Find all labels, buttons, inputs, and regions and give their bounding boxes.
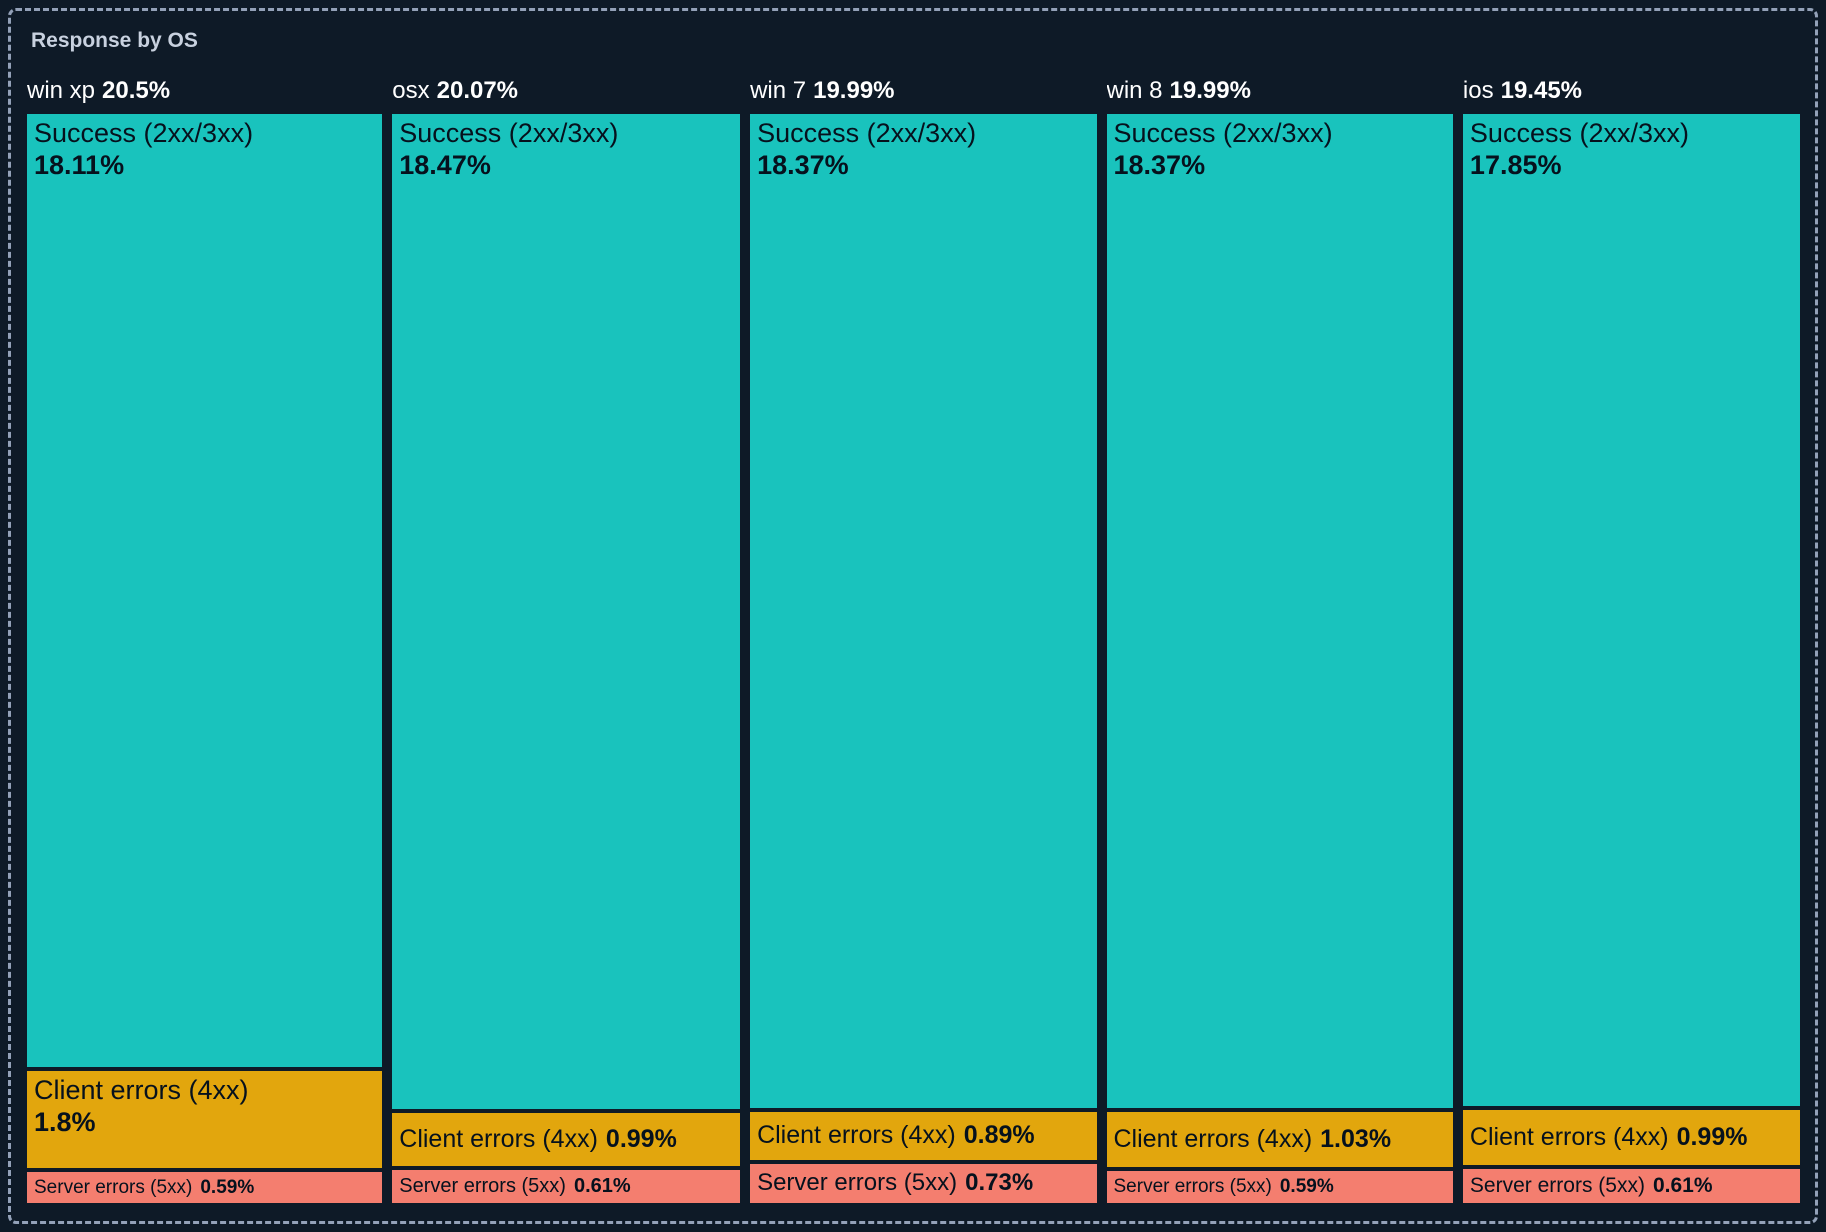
column-os-label: win 7 [750, 77, 807, 104]
column-os-value: 19.99% [1169, 77, 1251, 104]
column-tiles: Success (2xx/3xx) 17.85% Client errors (4x… [1462, 114, 1800, 1204]
column-header: osx 20.07% [392, 55, 740, 114]
tile-success[interactable]: Success (2xx/3xx) 17.85% [1462, 114, 1800, 1107]
tile-label: Success (2xx/3xx) [399, 118, 619, 148]
tile-label: Success (2xx/3xx) [1113, 118, 1333, 148]
tile-value: 1.03% [1320, 1124, 1392, 1153]
tile-client[interactable]: Client errors (4xx) 0.99% [392, 1113, 741, 1167]
column-os-value: 20.07% [436, 77, 519, 104]
tile-value: 18.37% [757, 150, 849, 181]
column-os-label: osx [392, 77, 430, 104]
tile-value: 18.37% [1113, 150, 1206, 181]
tile-client[interactable]: Client errors (4xx) 0.99% [1462, 1110, 1800, 1166]
tile-value: 17.85% [1469, 150, 1562, 181]
tile-value: 0.59% [200, 1176, 255, 1198]
tile-success[interactable]: Success (2xx/3xx) 18.37% [1106, 114, 1453, 1108]
column-os-value: 19.99% [813, 77, 895, 104]
tile-label: Success (2xx/3xx) [34, 118, 254, 148]
tile-label: Server errors (5xx) [399, 1175, 566, 1198]
tile-value: 0.59% [1279, 1176, 1334, 1198]
column-tiles: Success (2xx/3xx) 18.11% Client errors (4x… [27, 114, 383, 1203]
tile-client[interactable]: Client errors (4xx) 1.03% [1106, 1111, 1453, 1168]
treemap-column-win-8: win 8 19.99% Success (2xx/3xx) 18.37% Client… [1106, 55, 1453, 1203]
tile-label: Server errors (5xx) [1469, 1174, 1645, 1198]
tile-success[interactable]: Success (2xx/3xx) 18.47% [392, 114, 741, 1110]
tile-label: Server errors (5xx) [34, 1176, 193, 1198]
tile-label: Client errors (4xx) [1113, 1124, 1313, 1153]
treemap-column-win-7: win 7 19.99% Success (2xx/3xx) 18.37% Client… [750, 55, 1097, 1203]
tile-server[interactable]: Server errors (5xx) 0.59% [27, 1172, 383, 1203]
column-tiles: Success (2xx/3xx) 18.47% Client errors (4x… [392, 114, 741, 1203]
tile-success[interactable]: Success (2xx/3xx) 18.37% [750, 114, 1097, 1108]
tile-label: Client errors (4xx) [399, 1125, 598, 1154]
tile-value: 18.11% [34, 150, 125, 181]
tile-label: Server errors (5xx) [757, 1169, 958, 1197]
tile-value: 0.61% [573, 1175, 631, 1198]
tile-client[interactable]: Client errors (4xx) 0.89% [750, 1111, 1097, 1160]
tile-value: 0.73% [965, 1169, 1034, 1197]
tile-label: Success (2xx/3xx) [757, 118, 977, 148]
tile-server[interactable]: Server errors (5xx) 0.61% [392, 1170, 741, 1203]
tile-label: Success (2xx/3xx) [1469, 118, 1689, 148]
tile-value: 18.47% [399, 150, 491, 181]
treemap-column-win-xp: win xp 20.5% Success (2xx/3xx) 18.11% Client… [27, 55, 383, 1203]
column-os-label: win 8 [1106, 77, 1163, 104]
treemap-column-osx: osx 20.07% Success (2xx/3xx) 18.47% Client e… [392, 55, 741, 1203]
tile-value: 0.89% [963, 1121, 1035, 1150]
treemap-column-ios: ios 19.45% Success (2xx/3xx) 17.85% Client e… [1462, 55, 1800, 1204]
tile-client[interactable]: Client errors (4xx) 1.8% [27, 1070, 383, 1169]
column-os-value: 20.5% [102, 77, 171, 104]
panel-title: Response by OS [31, 29, 198, 52]
treemap-chart: win xp 20.5% Success (2xx/3xx) 18.11% Client… [27, 55, 1800, 1204]
column-tiles: Success (2xx/3xx) 18.37% Client errors (4x… [750, 114, 1097, 1203]
response-by-os-panel[interactable]: Response by OS win xp 20.5% Success (2xx/3… [8, 8, 1818, 1224]
tile-value: 0.99% [1676, 1123, 1748, 1152]
tile-value: 0.99% [605, 1125, 677, 1154]
tile-server[interactable]: Server errors (5xx) 0.59% [1106, 1171, 1453, 1203]
tile-success[interactable]: Success (2xx/3xx) 18.11% [27, 114, 383, 1067]
tile-server[interactable]: Server errors (5xx) 0.61% [1462, 1169, 1800, 1204]
column-os-value: 19.45% [1500, 77, 1583, 104]
tile-label: Client errors (4xx) [757, 1121, 956, 1150]
column-header: win xp 20.5% [27, 55, 382, 114]
tile-label: Client errors (4xx) [1469, 1123, 1669, 1152]
column-tiles: Success (2xx/3xx) 18.37% Client errors (4x… [1106, 114, 1453, 1203]
tile-label: Client errors (4xx) [34, 1074, 249, 1105]
column-header: win 7 19.99% [750, 55, 1096, 114]
tile-value: 1.8% [34, 1107, 96, 1138]
column-os-label: win xp [27, 77, 96, 104]
tile-label: Server errors (5xx) [1113, 1176, 1272, 1198]
tile-value: 0.61% [1652, 1174, 1713, 1198]
column-header: ios 19.45% [1463, 55, 1800, 114]
column-header: win 8 19.99% [1107, 55, 1453, 114]
column-os-label: ios [1462, 77, 1494, 104]
tile-server[interactable]: Server errors (5xx) 0.73% [750, 1163, 1097, 1203]
